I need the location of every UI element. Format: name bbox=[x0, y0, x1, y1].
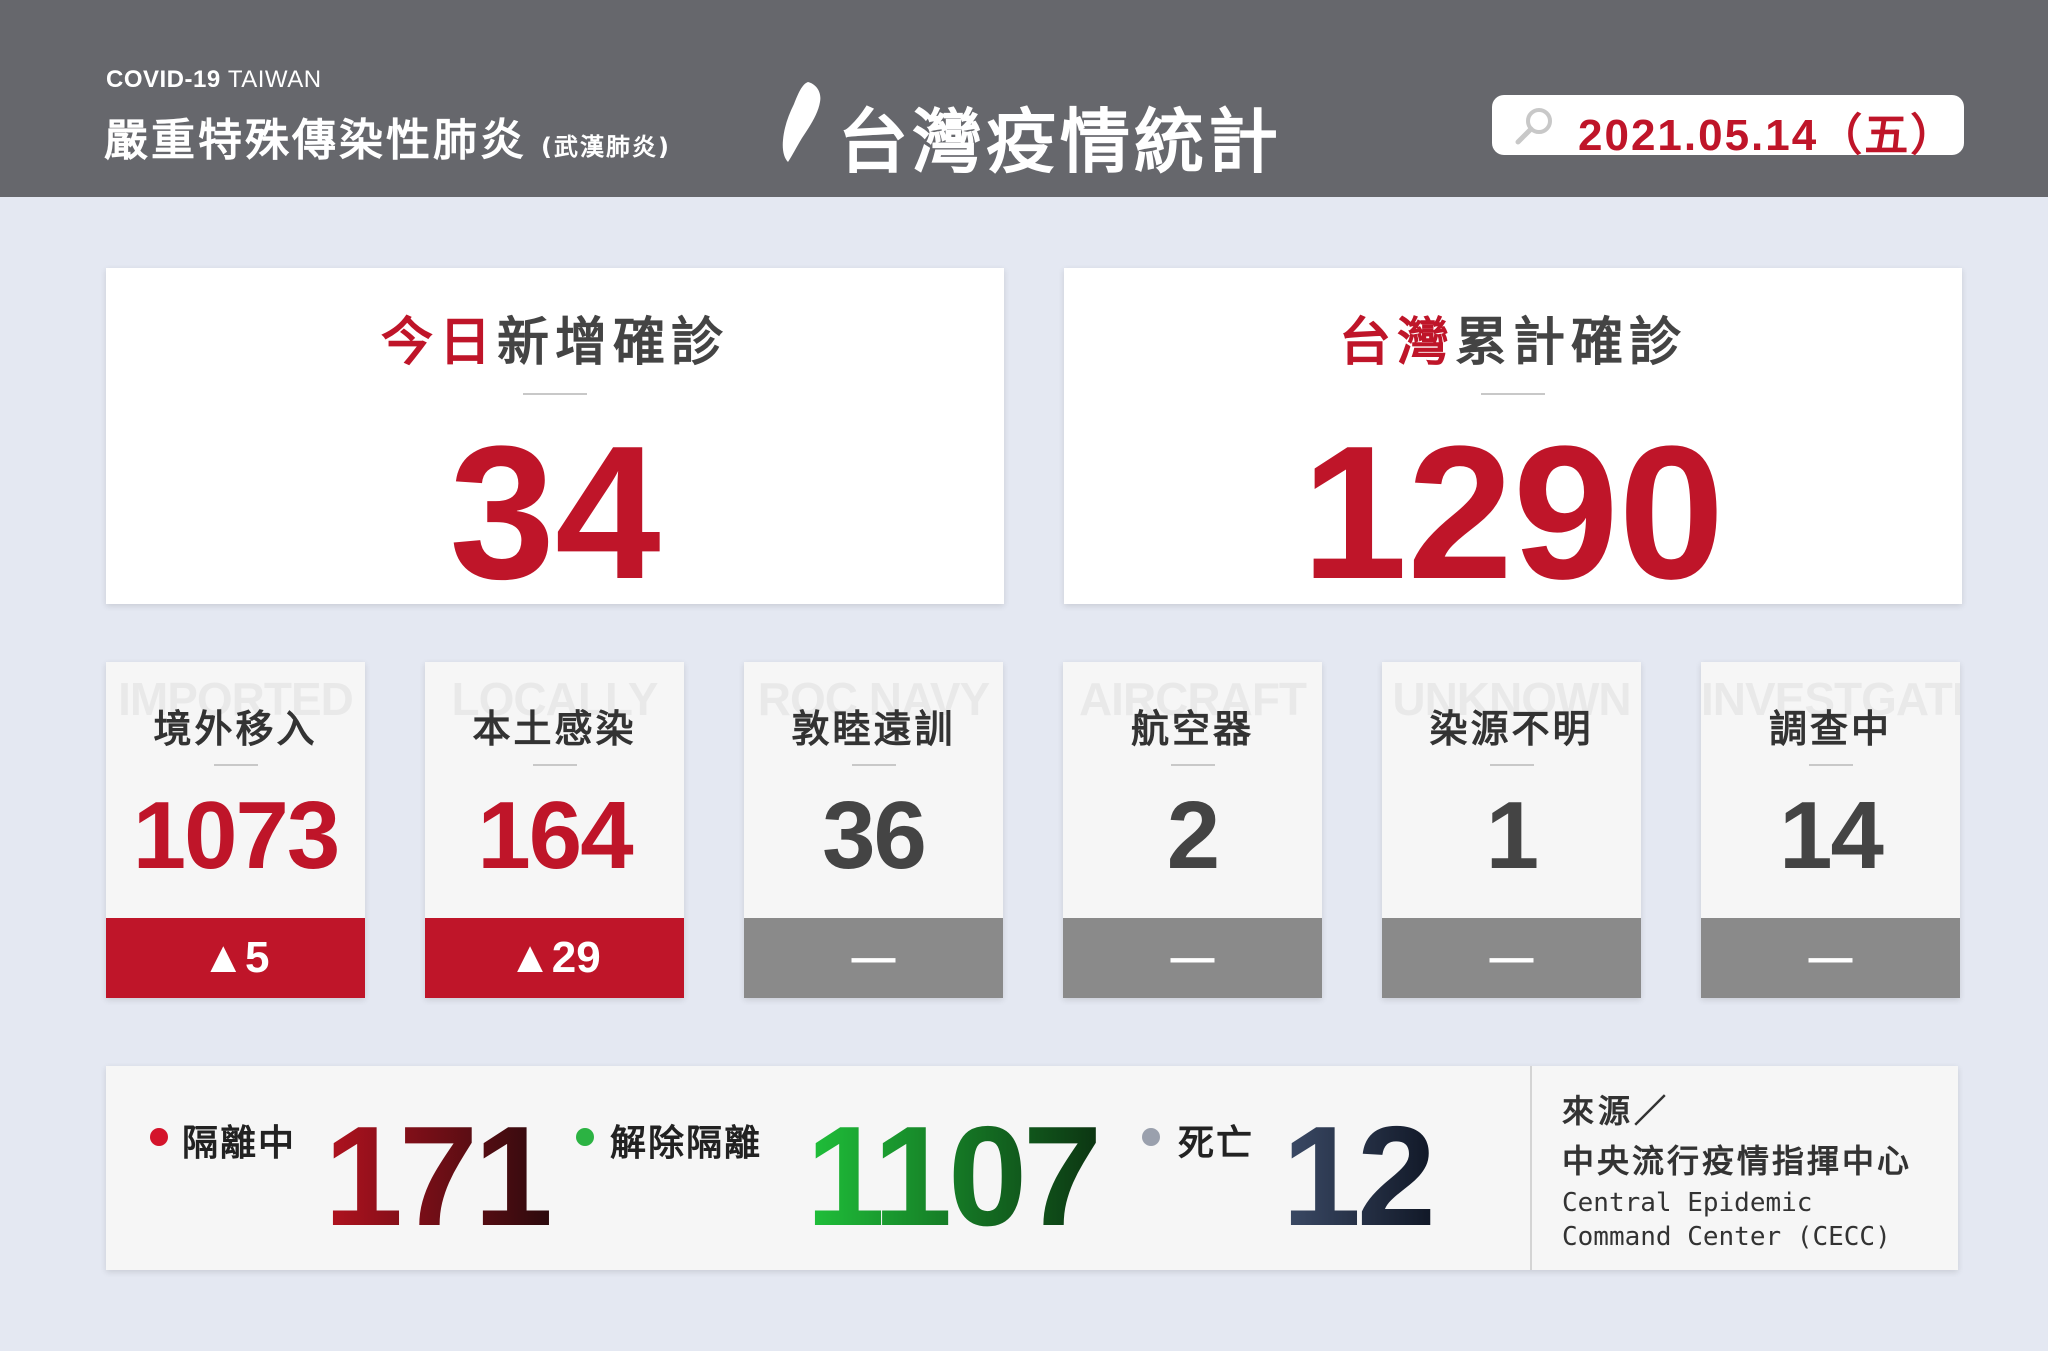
total-confirmed-title-rest: 累計確診 bbox=[1455, 313, 1688, 373]
local-ghost-text: LOCALLY bbox=[451, 673, 659, 725]
unknown-card: UNKNOWN 染源不明 1 — bbox=[1382, 662, 1641, 998]
local-label: 本土感染 bbox=[472, 707, 637, 751]
daily-new-title: 今日新增確診 bbox=[106, 300, 1004, 375]
imported-ghost-text: IMPORTED bbox=[118, 673, 354, 725]
unknown-label: 染源不明 bbox=[1429, 707, 1594, 751]
subtitle-zh-main: 嚴重特殊傳染性肺炎 bbox=[104, 115, 527, 166]
isolating-label: 隔離中 bbox=[182, 1123, 297, 1164]
subtitle-en: COVID-19 TAIWAN bbox=[106, 66, 322, 94]
source-label: 來源／ bbox=[1562, 1092, 1671, 1130]
navy-value: 36 bbox=[822, 782, 927, 889]
source-name-en-line1: Central Epidemic bbox=[1562, 1188, 1813, 1218]
unknown-ghost-text: UNKNOWN bbox=[1392, 673, 1631, 725]
investigating-label: 調查中 bbox=[1768, 707, 1892, 751]
released-dot-icon bbox=[576, 1128, 594, 1146]
total-confirmed-card: 台灣累計確診 1290 bbox=[1064, 268, 1962, 608]
navy-ghost-text: ROC NAVY bbox=[757, 673, 990, 725]
divider bbox=[851, 764, 896, 766]
total-confirmed-title-highlight: 台灣 bbox=[1338, 313, 1455, 373]
local-value: 164 bbox=[477, 782, 633, 889]
divider bbox=[1481, 393, 1545, 395]
aircraft-change: — bbox=[1063, 918, 1322, 998]
unknown-change: — bbox=[1382, 918, 1641, 998]
imported-card: IMPORTED 境外移入 1073 ▲5 bbox=[106, 662, 365, 998]
navy-card: ROC NAVY 敦睦遠訓 36 — bbox=[744, 662, 1003, 998]
divider bbox=[1808, 764, 1853, 766]
subtitle-zh: 嚴重特殊傳染性肺炎 (武漢肺炎) bbox=[104, 104, 671, 168]
page-title: 台灣疫情統計 bbox=[838, 101, 1282, 183]
taiwan-map-icon bbox=[782, 82, 821, 162]
navy-change: — bbox=[744, 918, 1003, 998]
investigating-change: — bbox=[1701, 918, 1960, 998]
investigating-value: 14 bbox=[1779, 782, 1884, 889]
divider bbox=[213, 764, 258, 766]
imported-value: 1073 bbox=[132, 782, 341, 889]
divider bbox=[1489, 764, 1534, 766]
investigating-card: INVESTGATING 調查中 14 — bbox=[1701, 662, 1960, 998]
magnifier-icon bbox=[1515, 108, 1552, 145]
divider bbox=[1170, 764, 1215, 766]
aircraft-ghost-text: AIRCRAFT bbox=[1078, 673, 1307, 725]
aircraft-label: 航空器 bbox=[1130, 707, 1254, 751]
divider bbox=[532, 764, 577, 766]
report-date: 2021.05.14（五） bbox=[1578, 111, 1957, 160]
status-panel: 隔離中 171 解除隔離 1107 死亡 12 來源／ 中央流行疫情指揮中心 C… bbox=[106, 1066, 1958, 1270]
subtitle-en-covid: COVID-19 bbox=[106, 66, 221, 93]
local-change: ▲29 bbox=[425, 918, 684, 998]
aircraft-card: AIRCRAFT 航空器 2 — bbox=[1063, 662, 1322, 998]
subtitle-zh-paren: (武漢肺炎) bbox=[541, 133, 671, 161]
daily-new-card: 今日新增確診 34 bbox=[106, 268, 1004, 608]
investigating-ghost-text: INVESTGATING bbox=[1701, 673, 1960, 725]
source-name-zh: 中央流行疫情指揮中心 bbox=[1562, 1142, 1913, 1180]
navy-label: 敦睦遠訓 bbox=[791, 707, 956, 751]
released-label: 解除隔離 bbox=[610, 1123, 763, 1164]
subtitle-en-taiwan: TAIWAN bbox=[227, 66, 322, 93]
deaths-value: 12 bbox=[1282, 1097, 1436, 1256]
date-box: 2021.05.14（五） bbox=[1492, 95, 1964, 160]
source-name-en-line2: Command Center (CECC) bbox=[1562, 1222, 1891, 1252]
daily-new-title-rest: 新增確診 bbox=[497, 313, 730, 373]
divider bbox=[1530, 1066, 1532, 1270]
divider bbox=[523, 393, 587, 395]
isolating-dot-icon bbox=[150, 1128, 168, 1146]
local-card: LOCALLY 本土感染 164 ▲29 bbox=[425, 662, 684, 998]
total-confirmed-value: 1290 bbox=[1301, 407, 1725, 619]
header-bar: COVID-19 TAIWAN 嚴重特殊傳染性肺炎 (武漢肺炎) 台灣疫情統計 … bbox=[0, 0, 2048, 197]
daily-new-value: 34 bbox=[449, 407, 661, 619]
released-value: 1107 bbox=[806, 1097, 1102, 1256]
unknown-value: 1 bbox=[1485, 782, 1539, 889]
isolating-value: 171 bbox=[324, 1097, 553, 1256]
deaths-label: 死亡 bbox=[1178, 1123, 1255, 1164]
imported-change: ▲5 bbox=[106, 918, 365, 998]
deaths-dot-icon bbox=[1142, 1128, 1160, 1146]
imported-label: 境外移入 bbox=[153, 707, 318, 751]
total-confirmed-title: 台灣累計確診 bbox=[1064, 300, 1962, 375]
aircraft-value: 2 bbox=[1166, 782, 1220, 889]
daily-new-title-highlight: 今日 bbox=[380, 313, 497, 373]
